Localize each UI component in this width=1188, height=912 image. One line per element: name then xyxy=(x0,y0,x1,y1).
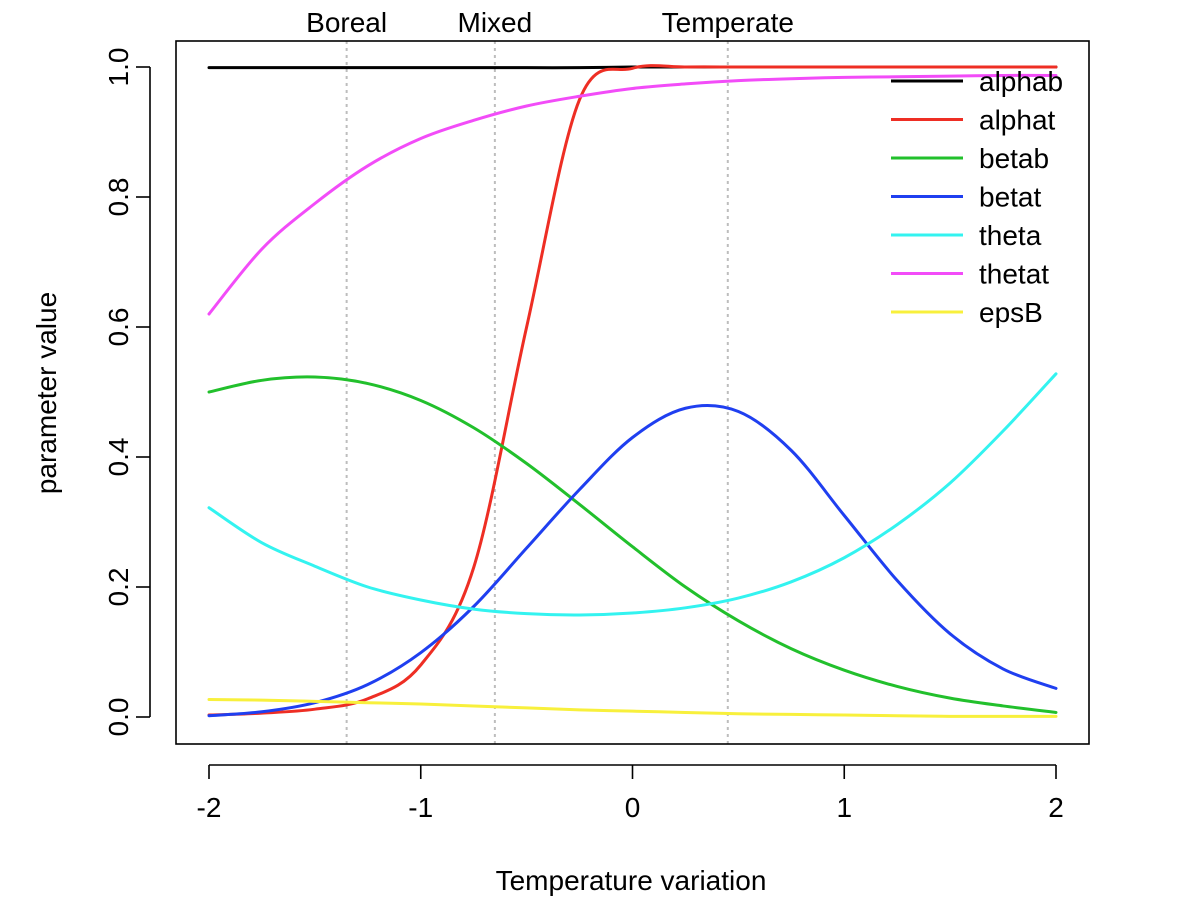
y-tick-label: 0.0 xyxy=(103,698,134,737)
x-tick-label: -1 xyxy=(408,792,433,823)
series-line-betat xyxy=(207,404,1058,718)
vline-label-temperate: Temperate xyxy=(662,7,794,38)
x-tick-label: 2 xyxy=(1048,792,1064,823)
vline-label-mixed: Mixed xyxy=(458,7,533,38)
x-tick-label: -2 xyxy=(197,792,222,823)
series-line-epsB xyxy=(207,697,1058,718)
legend-label-alphat: alphat xyxy=(979,105,1056,136)
vertical-line-labels: Boreal Mixed Temperate xyxy=(306,7,794,38)
x-axis-label: Temperature variation xyxy=(496,865,767,896)
legend-label-betab: betab xyxy=(979,143,1049,174)
legend-label-betat: betat xyxy=(979,182,1041,213)
legend-label-theta: theta xyxy=(979,220,1042,251)
y-tick-label: 0.4 xyxy=(103,438,134,477)
y-tick-label: 1.0 xyxy=(103,48,134,87)
series-line-theta xyxy=(207,372,1058,617)
legend-label-epsB: epsB xyxy=(979,297,1043,328)
series-line-alphat xyxy=(207,64,1058,717)
x-tick-label: 1 xyxy=(836,792,852,823)
legend-label-alphab: alphab xyxy=(979,66,1063,97)
x-tick-label: 0 xyxy=(625,792,641,823)
y-axis-label: parameter value xyxy=(31,292,62,494)
vertical-reference-lines xyxy=(345,41,729,744)
series-line-thetat xyxy=(207,73,1058,316)
series-line-betab xyxy=(207,375,1058,714)
axes: -2 -1 0 1 2 0.0 0.2 0.4 0.6 0.8 1.0 xyxy=(103,48,1064,823)
legend: alphab alphat betab betat theta thetat epsB xyxy=(891,66,1063,328)
y-tick-label: 0.6 xyxy=(103,308,134,347)
series-lines xyxy=(207,64,1058,718)
vline-label-boreal: Boreal xyxy=(306,7,387,38)
y-tick-label: 0.2 xyxy=(103,568,134,607)
y-tick-label: 0.8 xyxy=(103,178,134,217)
plot-frame xyxy=(175,40,1090,745)
legend-label-thetat: thetat xyxy=(979,259,1049,290)
